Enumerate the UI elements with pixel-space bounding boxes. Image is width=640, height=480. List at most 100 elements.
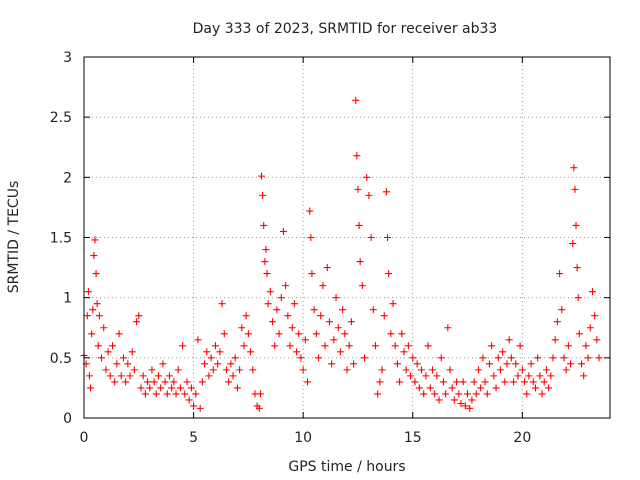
data-point (306, 207, 314, 215)
data-point (307, 234, 315, 241)
data-point (396, 378, 404, 386)
data-point (198, 378, 206, 386)
data-point (144, 378, 152, 386)
data-point (529, 378, 537, 386)
data-point (104, 348, 112, 356)
data-point (525, 372, 533, 380)
data-point (106, 372, 114, 380)
data-point (286, 342, 294, 350)
data-point (464, 390, 472, 398)
data-point (176, 384, 184, 392)
data-point (402, 366, 410, 374)
data-point (514, 372, 522, 380)
data-point (361, 354, 369, 362)
data-point (582, 342, 590, 350)
data-point (567, 360, 575, 368)
data-point (148, 366, 156, 374)
data-point (196, 404, 204, 412)
data-point (139, 372, 147, 380)
data-point (378, 366, 386, 374)
data-point (393, 360, 401, 368)
data-point (203, 348, 211, 356)
data-point (371, 342, 379, 350)
data-point (591, 312, 599, 320)
data-point (98, 354, 106, 362)
data-point (268, 318, 276, 326)
data-point (231, 354, 239, 362)
data-point (229, 372, 237, 380)
data-point (260, 221, 268, 229)
data-point (355, 221, 363, 229)
data-point (455, 390, 463, 398)
data-point (122, 378, 130, 386)
data-point (477, 384, 485, 392)
data-point (262, 246, 270, 254)
data-point (207, 354, 215, 362)
data-point (339, 306, 347, 314)
data-point (350, 360, 358, 368)
y-tick-label: 0.5 (50, 351, 72, 367)
data-point (439, 378, 447, 386)
data-point (374, 390, 382, 398)
data-point (512, 360, 520, 368)
data-point (418, 366, 426, 374)
data-point (483, 390, 491, 398)
data-point (161, 378, 169, 386)
data-point (580, 372, 588, 380)
data-point (220, 330, 228, 338)
data-point (227, 360, 235, 368)
data-point (126, 372, 134, 380)
data-point (549, 354, 557, 362)
data-point (328, 360, 336, 368)
data-point (128, 348, 136, 356)
data-point (387, 330, 395, 338)
data-point (155, 372, 163, 380)
data-point (192, 390, 200, 398)
data-point (165, 372, 173, 380)
data-point (492, 384, 500, 392)
data-point (569, 240, 577, 248)
data-point (481, 378, 489, 386)
data-point (137, 384, 145, 392)
data-point (398, 330, 406, 338)
data-point (479, 354, 487, 362)
data-point (534, 354, 542, 362)
data-point (527, 360, 535, 368)
data-point (315, 354, 323, 362)
data-point (247, 348, 255, 356)
data-point (87, 384, 95, 392)
data-point (385, 270, 393, 278)
data-point (92, 270, 100, 278)
data-point (170, 378, 178, 386)
data-point (113, 360, 121, 368)
data-point (558, 306, 566, 314)
data-point (249, 366, 257, 374)
x-tick-label: 0 (80, 430, 89, 446)
data-point (470, 378, 478, 386)
data-point (146, 384, 154, 392)
data-point (457, 400, 465, 408)
y-tick-label: 0 (63, 411, 72, 427)
data-point (88, 330, 96, 338)
data-point (323, 264, 331, 272)
data-point (115, 330, 123, 338)
data-point (119, 354, 127, 362)
data-point (426, 384, 434, 392)
data-point (353, 152, 361, 160)
data-point (409, 354, 417, 362)
data-point (261, 258, 269, 266)
y-tick-label: 1.5 (50, 231, 72, 247)
y-tick-label: 2.5 (50, 110, 72, 126)
data-point (352, 96, 360, 104)
data-point (553, 318, 561, 326)
data-point (545, 384, 553, 392)
x-axis-label: GPS time / hours (288, 459, 405, 475)
data-point (84, 288, 92, 296)
data-point (391, 342, 399, 350)
data-point (271, 342, 279, 350)
data-point (325, 318, 333, 326)
x-tick-label: 15 (404, 430, 422, 446)
data-point (540, 378, 548, 386)
data-point (135, 312, 143, 320)
